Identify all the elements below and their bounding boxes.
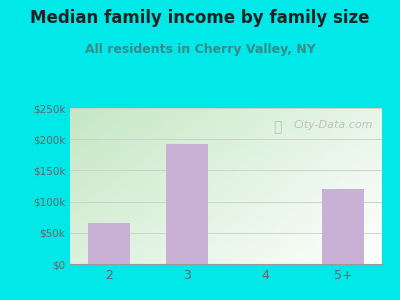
Text: ⓘ: ⓘ	[273, 121, 281, 134]
Text: City-Data.com: City-Data.com	[293, 121, 373, 130]
Text: All residents in Cherry Valley, NY: All residents in Cherry Valley, NY	[85, 44, 315, 56]
Bar	[322, 189, 364, 264]
Text: Median family income by family size: Median family income by family size	[30, 9, 370, 27]
Bar	[166, 144, 208, 264]
Bar	[88, 224, 130, 264]
